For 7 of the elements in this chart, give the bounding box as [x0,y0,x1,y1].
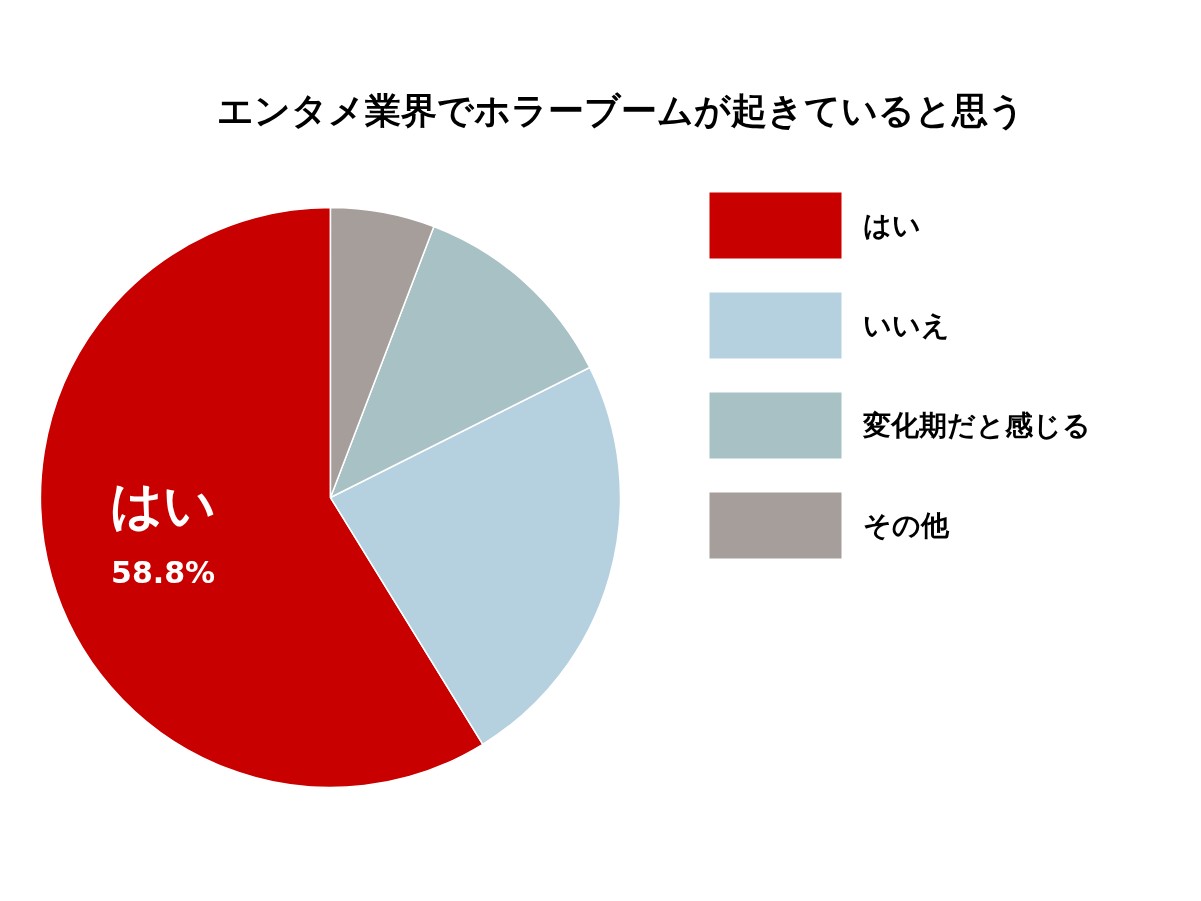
legend-label: はい [862,209,921,242]
chart-title: エンタメ業界でホラーブームが起きていると思う [216,90,1025,131]
legend-label: その他 [862,509,950,542]
legend-label: 変化期だと感じる [861,409,1091,442]
data-label: 58.8% [111,554,216,590]
legend-label: いいえ [862,309,950,342]
slice-label: はい [110,474,217,535]
